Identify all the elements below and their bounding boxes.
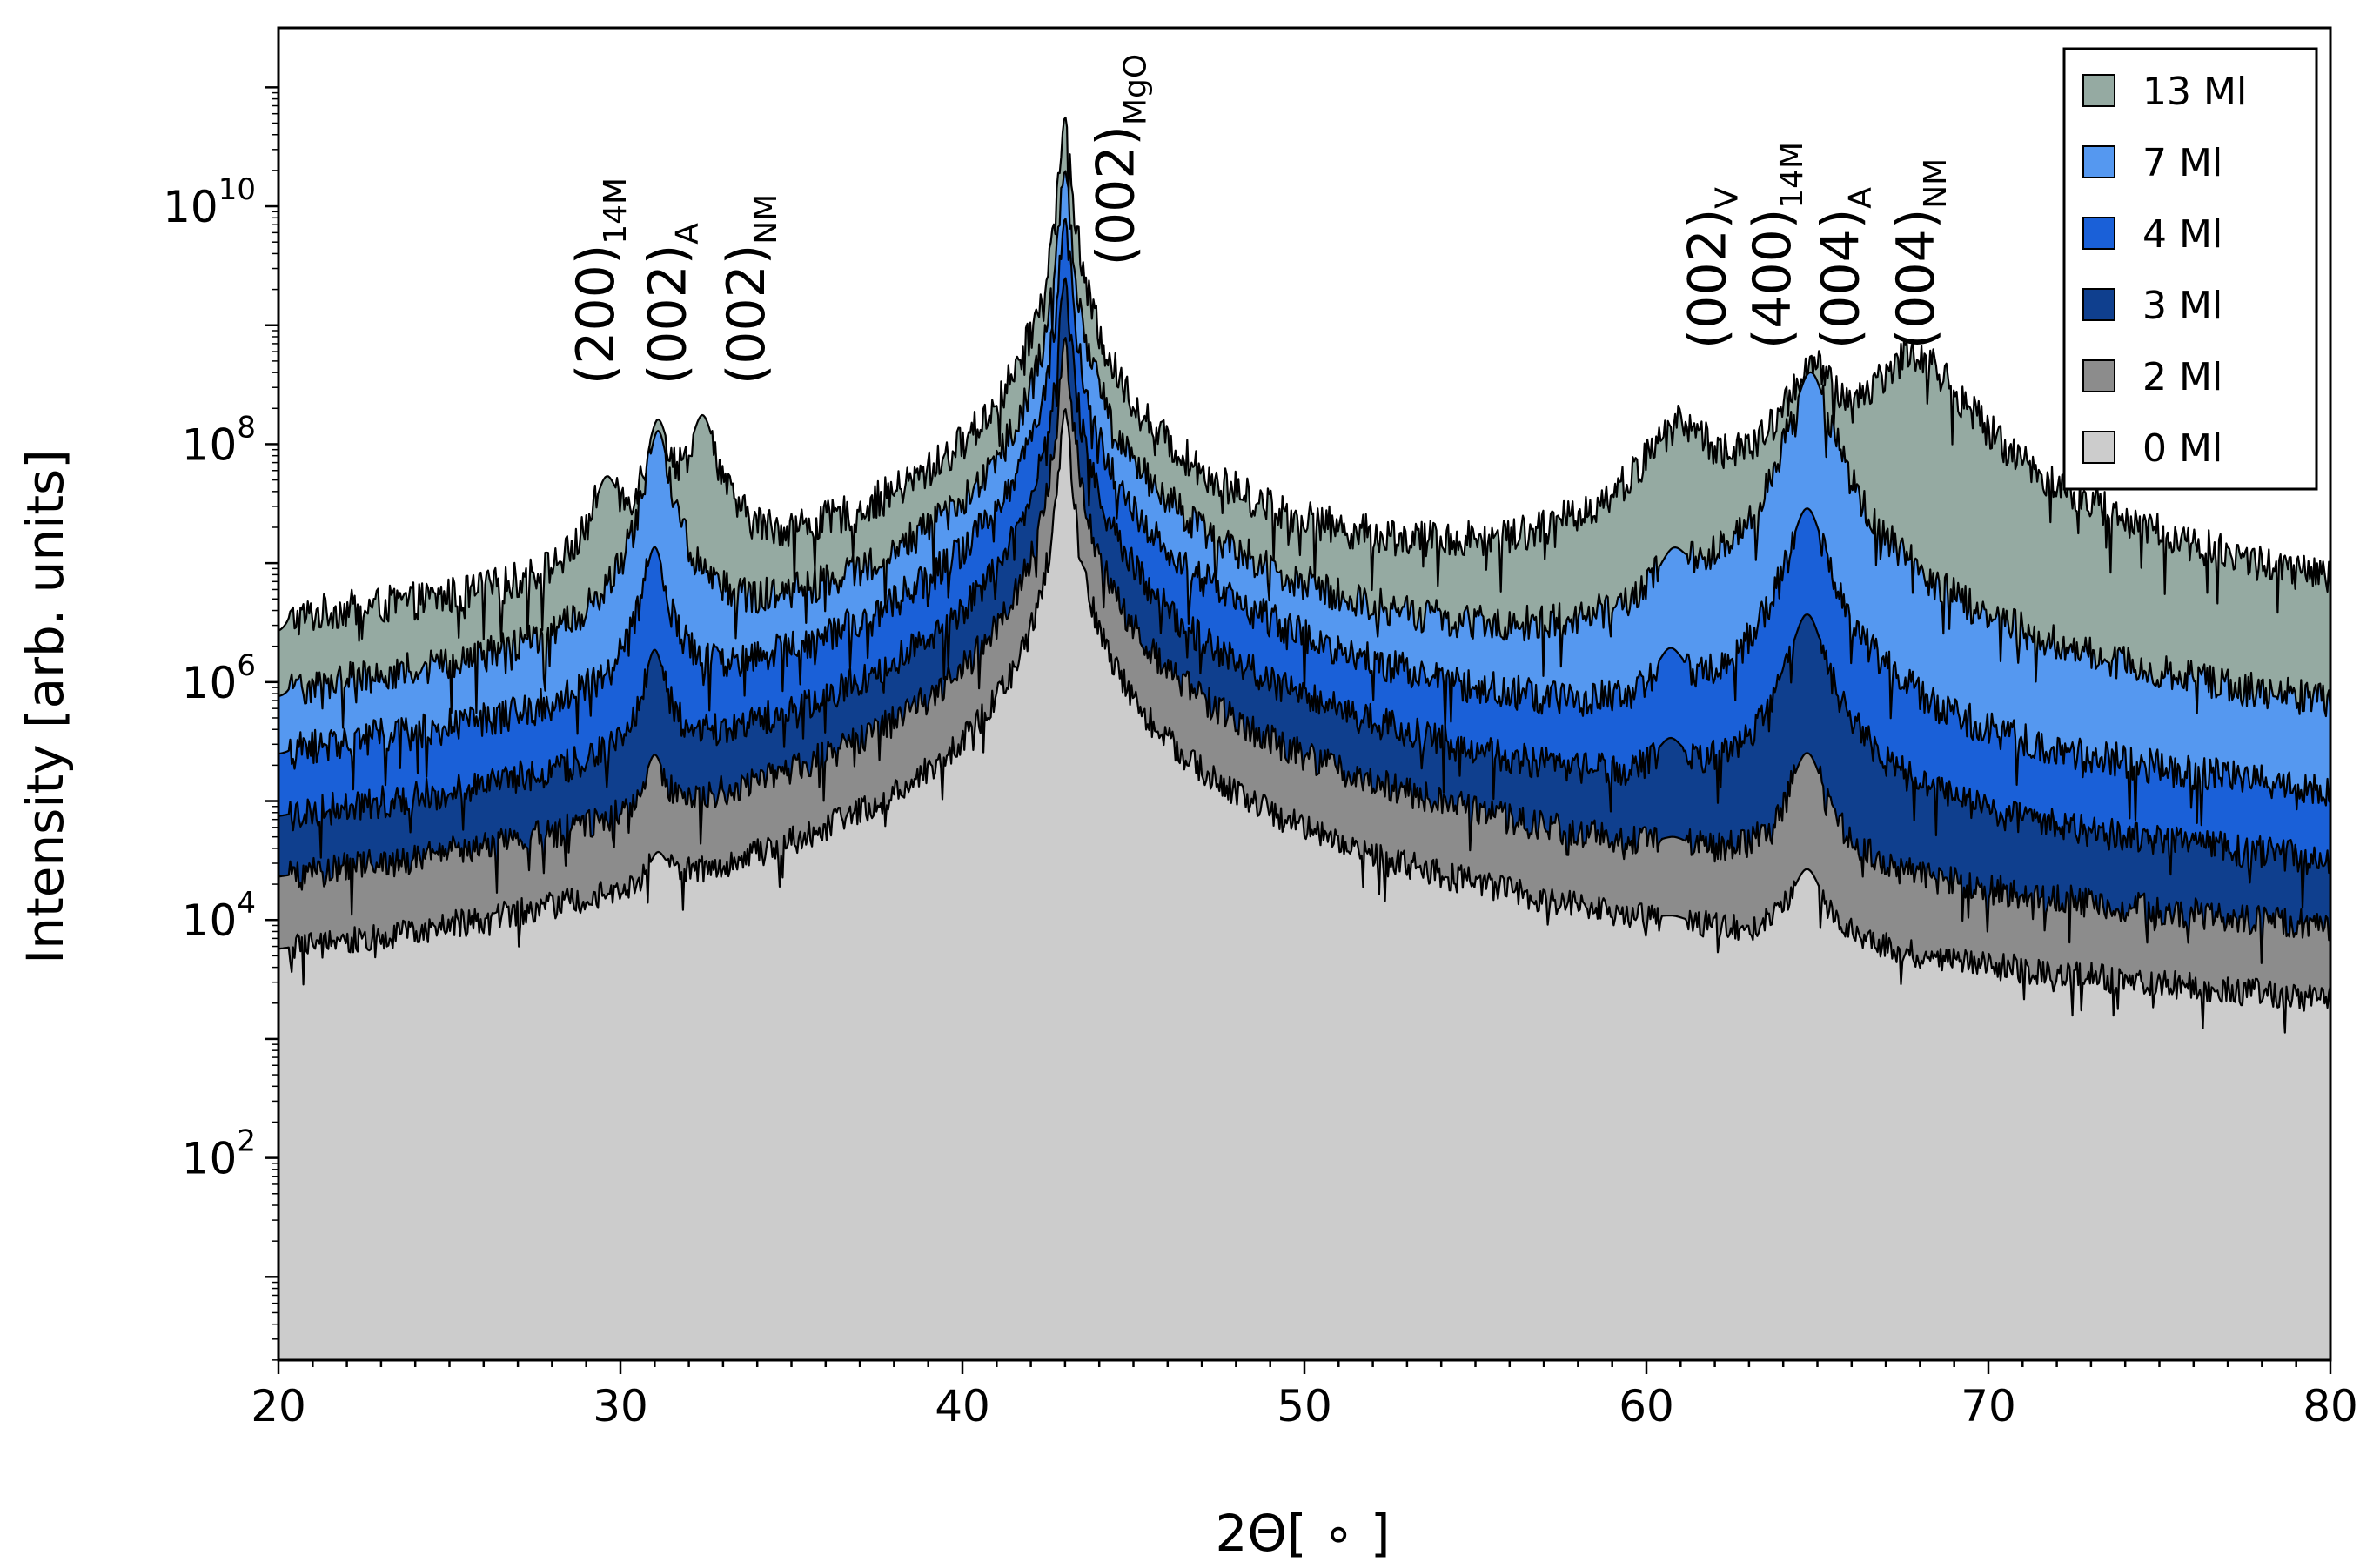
legend-label: 0 Ml — [2142, 426, 2222, 471]
y-tick-label: 106 — [182, 648, 256, 708]
y-tick-label: 104 — [182, 886, 256, 946]
peak-label: (002)MgO — [1086, 54, 1154, 266]
peak-label: (004)A — [1811, 187, 1879, 349]
legend-swatch — [2082, 431, 2115, 464]
legend-swatch — [2082, 145, 2115, 178]
x-tick-label: 20 — [251, 1381, 306, 1431]
legend: 13 Ml 7 Ml 4 Ml 3 Ml 2 Ml 0 Ml — [2062, 47, 2318, 491]
series-line-0-ml — [278, 408, 2332, 1034]
x-tick-label: 70 — [1961, 1381, 2016, 1431]
series-layer — [278, 116, 2332, 1361]
series-line-13-ml — [278, 116, 2332, 643]
legend-label: 13 Ml — [2142, 70, 2247, 114]
peak-label: (002)A — [638, 223, 706, 385]
legend-label: 3 Ml — [2142, 284, 2222, 328]
peak-label: (004)NM — [1886, 158, 1954, 349]
legend-label: 4 Ml — [2142, 212, 2222, 257]
x-tick-label: 40 — [935, 1381, 990, 1431]
series-area-0-ml — [278, 409, 2330, 1361]
x-axis-title: 2Θ[ ∘ ] — [1216, 1504, 1391, 1562]
y-axis-title: Intensity [arb. units] — [16, 449, 75, 964]
series-line-3-ml — [278, 277, 2332, 909]
legend-swatch — [2082, 74, 2115, 107]
x-tick-label: 30 — [593, 1381, 648, 1431]
legend-swatch — [2082, 359, 2115, 392]
y-tick-label: 102 — [182, 1124, 256, 1184]
legend-swatch — [2082, 288, 2115, 321]
legend-label: 7 Ml — [2142, 141, 2222, 185]
annotation-layer: (200)14M(002)A(002)NM (002)MgO (002)V(400)… — [566, 54, 1954, 385]
peak-label: (400)14M — [1742, 142, 1810, 349]
peak-label: (002)NM — [716, 194, 784, 385]
x-tick-label: 80 — [2303, 1381, 2358, 1431]
legend-label: 2 Ml — [2142, 355, 2222, 399]
legend-swatch — [2082, 217, 2115, 250]
y-tick-label: 108 — [182, 410, 256, 470]
series-line-7-ml — [278, 170, 2332, 729]
legend-box — [2062, 47, 2318, 491]
axes-layer: 20 30 40 50 60 70 80 102 104 106 108 1010 — [163, 26, 2358, 1431]
x-tick-label: 60 — [1619, 1381, 1674, 1431]
peak-label: (002)V — [1677, 187, 1745, 349]
y-tick-label: 1010 — [163, 172, 256, 232]
peak-label: (200)14M — [566, 178, 634, 385]
series-line-2-ml — [278, 337, 2332, 964]
x-tick-label: 50 — [1277, 1381, 1332, 1431]
